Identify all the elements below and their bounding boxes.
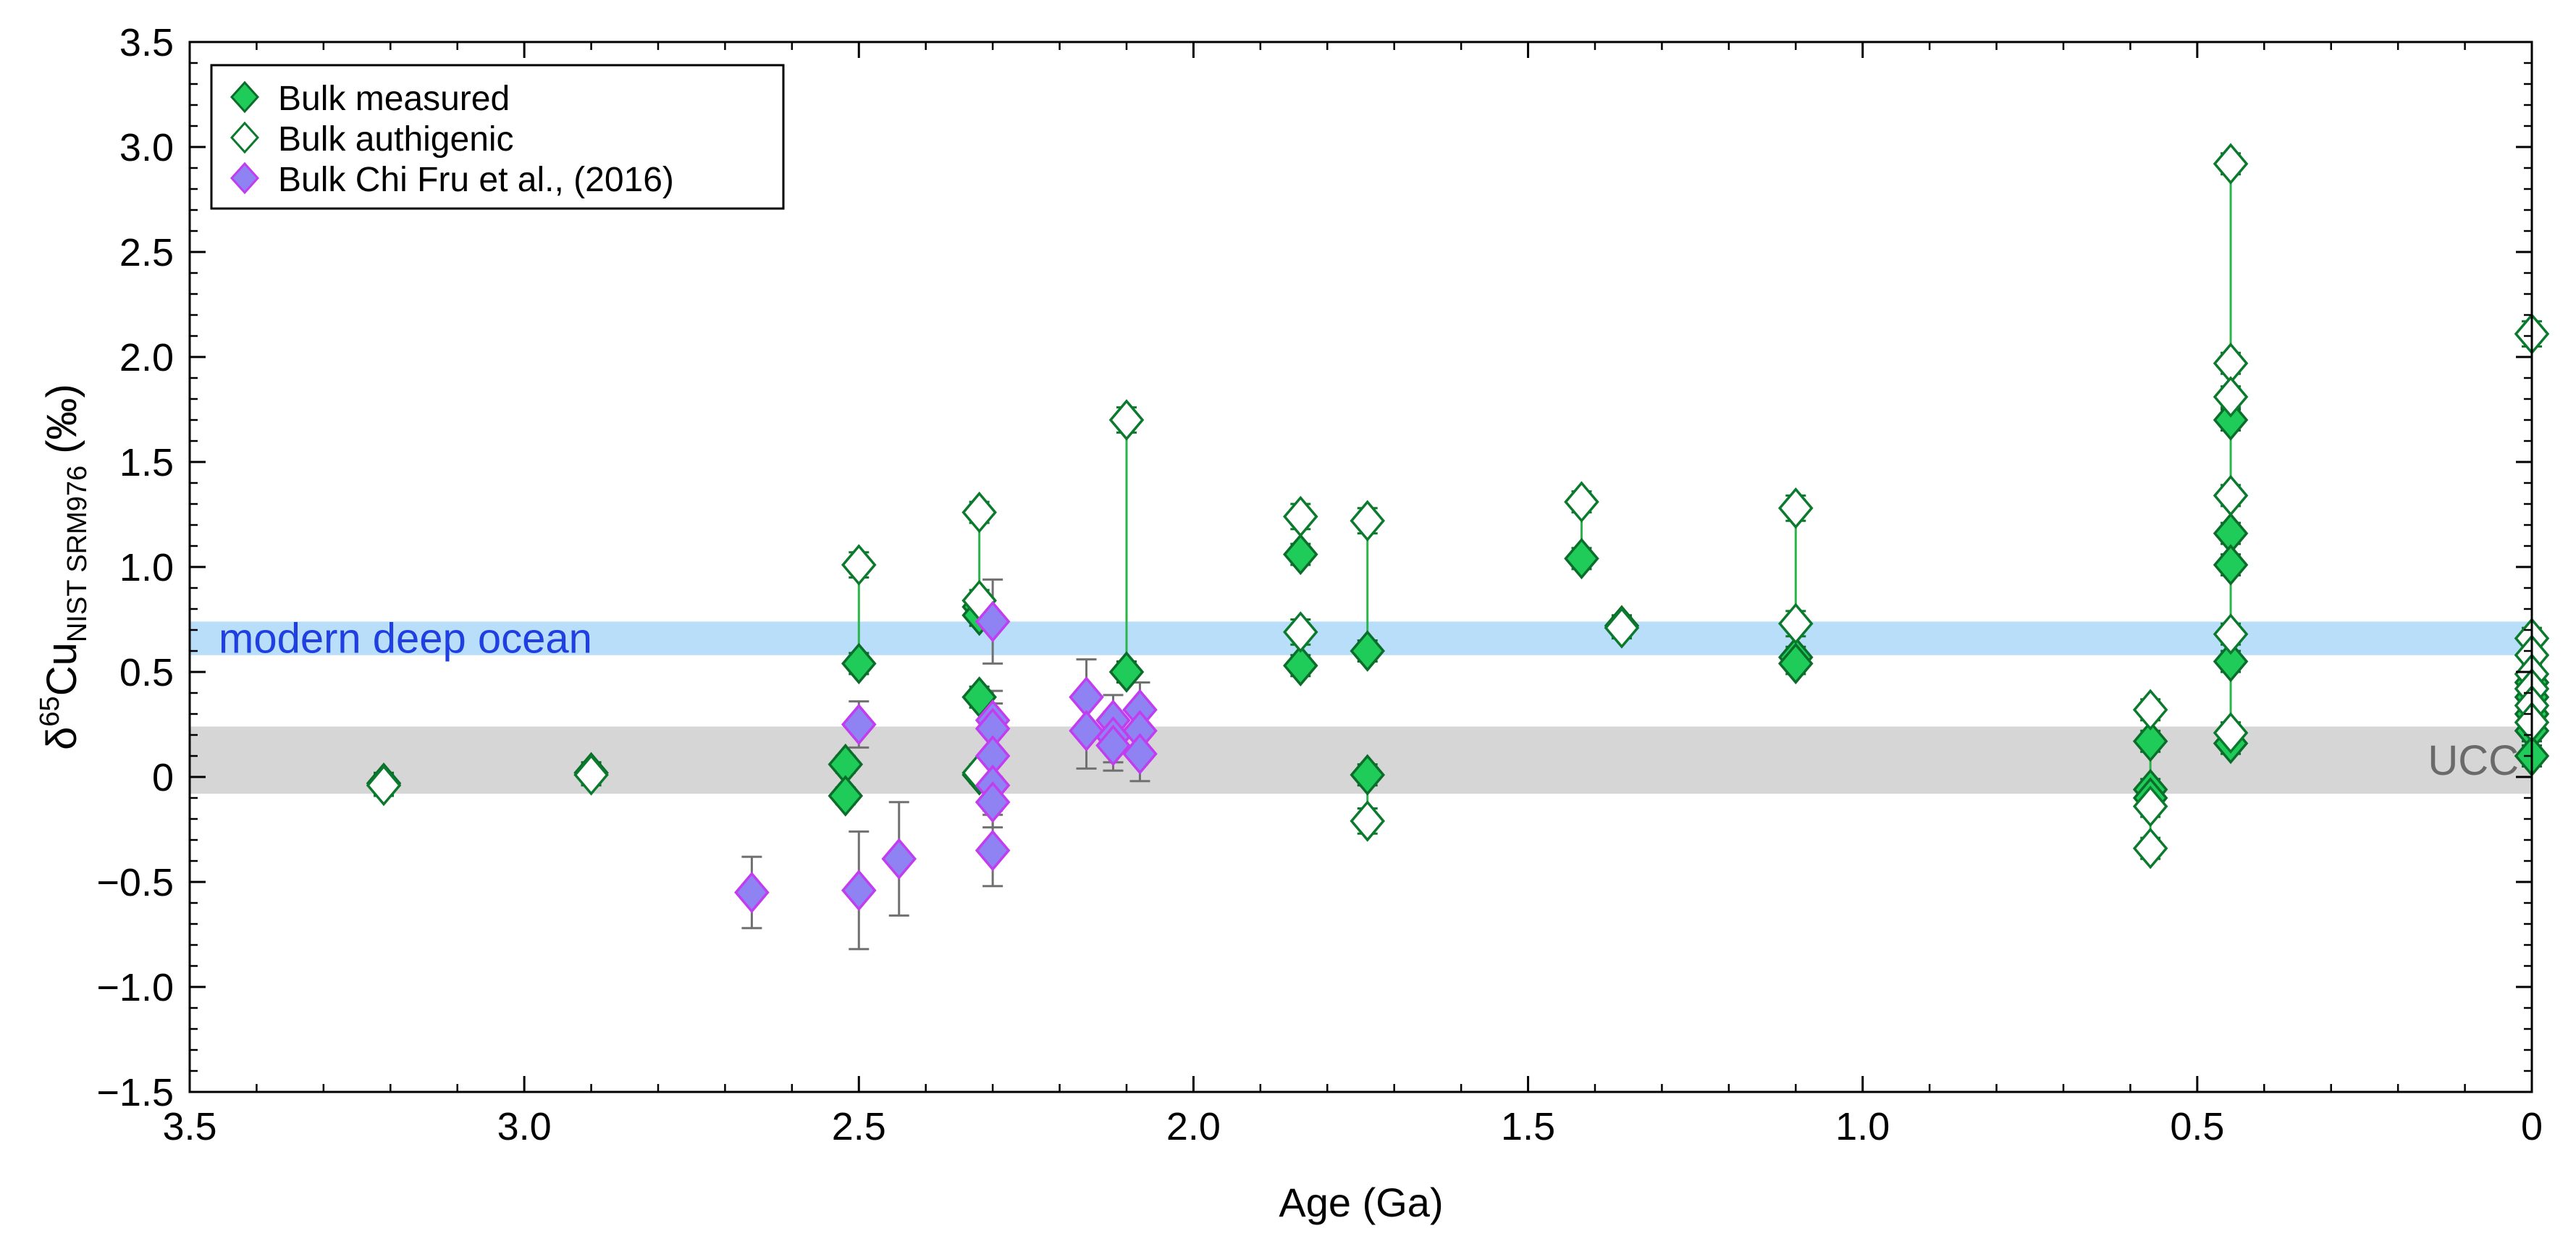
x-tick-label: 3.5 bbox=[162, 1105, 216, 1148]
y-tick-label: −1.5 bbox=[96, 1071, 174, 1114]
bulk-authigenic-marker bbox=[961, 491, 997, 534]
bulk-authigenic-marker bbox=[1283, 495, 1318, 538]
x-tick-label: 1.5 bbox=[1501, 1105, 1555, 1148]
bulk-measured-marker bbox=[2213, 399, 2249, 441]
y-tick-label: 0.5 bbox=[119, 651, 174, 694]
bulk-authigenic-marker bbox=[366, 764, 402, 807]
x-tick-label: 1.0 bbox=[1835, 1105, 1890, 1148]
data-markers bbox=[366, 143, 2550, 914]
y-label-prefix: δ bbox=[38, 727, 85, 750]
y-label-main: Cu bbox=[38, 642, 85, 696]
bulk-authigenic-marker bbox=[1350, 500, 1386, 542]
bulk-measured-marker bbox=[1350, 754, 1386, 796]
bulk-measured-marker bbox=[2213, 544, 2249, 586]
legend-item-bulk-chi-fru: Bulk Chi Fru et al., (2016) bbox=[230, 161, 674, 199]
bulk-measured-marker bbox=[1350, 630, 1386, 672]
x-tick-label: 0.5 bbox=[2170, 1105, 2224, 1148]
x-tick-label: 3.0 bbox=[497, 1105, 552, 1148]
bulk-chi-fru-et-al-2016-marker bbox=[841, 869, 877, 912]
bulk-authigenic-marker bbox=[2213, 613, 2249, 655]
legend-marker-bulk-authigenic bbox=[230, 121, 260, 154]
legend-item-bulk-measured: Bulk measured bbox=[230, 80, 510, 118]
bulk-chi-fru-et-al-2016-marker bbox=[975, 829, 1011, 872]
x-tick-label: 0 bbox=[2521, 1105, 2543, 1148]
y-tick-label: 1.0 bbox=[119, 546, 174, 589]
bulk-measured-marker bbox=[1777, 642, 1814, 685]
band-labels: modern deep ocean UCC bbox=[219, 615, 2519, 784]
bulk-measured-marker bbox=[2132, 720, 2168, 762]
y-tick-label: 0 bbox=[152, 756, 174, 799]
bulk-authigenic-marker bbox=[1108, 399, 1145, 441]
band-label-modern-deep-ocean: modern deep ocean bbox=[219, 615, 592, 663]
legend-label-bulk-authigenic: Bulk authigenic bbox=[278, 120, 514, 159]
error-bars bbox=[374, 152, 2542, 951]
legend-marker-bulk-chi-fru bbox=[230, 161, 260, 195]
bulk-authigenic-marker bbox=[1564, 481, 1599, 523]
y-label-sub: NIST SRM976 bbox=[62, 466, 93, 642]
y-tick-label: 1.5 bbox=[119, 441, 174, 484]
y-tick-label: 3.0 bbox=[119, 126, 174, 169]
bulk-authigenic-marker bbox=[1350, 800, 1386, 842]
bulk-chi-fru-et-al-2016-marker bbox=[841, 703, 877, 746]
x-axis-ticks: 3.5 3.0 2.5 2.0 1.5 1.0 0.5 0 bbox=[162, 42, 2543, 1148]
x-tick-label: 2.5 bbox=[832, 1105, 886, 1148]
bulk-measured-marker bbox=[1283, 644, 1318, 687]
bulk-authigenic-marker bbox=[2213, 376, 2249, 418]
legend-box bbox=[210, 64, 785, 210]
y-tick-label: 3.5 bbox=[119, 21, 174, 64]
legend: Bulk measured Bulk authigenic Bulk Chi F… bbox=[210, 64, 785, 210]
bulk-authigenic-marker bbox=[573, 754, 609, 796]
y-tick-label: 2.5 bbox=[119, 231, 174, 274]
bulk-authigenic-marker bbox=[2132, 827, 2168, 870]
bulk-authigenic-marker bbox=[1604, 607, 1640, 649]
legend-marker-bulk-measured bbox=[230, 80, 260, 114]
bulk-authigenic-marker bbox=[2213, 143, 2249, 185]
bulk-chi-fru-et-al-2016-marker bbox=[1069, 710, 1104, 752]
x-tick-label: 2.0 bbox=[1166, 1105, 1221, 1148]
bulk-measured-marker bbox=[841, 642, 877, 685]
bulk-chi-fru-et-al-2016-marker bbox=[881, 838, 917, 880]
bulk-authigenic-marker bbox=[2132, 689, 2168, 731]
y-label-suffix: (‰) bbox=[38, 384, 85, 466]
bulk-measured-marker bbox=[1564, 537, 1599, 580]
bulk-measured-marker bbox=[828, 775, 864, 817]
bulk-chi-fru-et-al-2016-marker bbox=[1095, 724, 1131, 767]
bulk-authigenic-marker bbox=[2213, 474, 2249, 517]
bulk-chi-fru-et-al-2016-marker bbox=[1122, 733, 1158, 775]
bulk-measured-marker bbox=[1108, 651, 1145, 693]
y-axis-label: δ65CuNIST SRM976 (‰) bbox=[35, 384, 93, 750]
band-label-ucc: UCC bbox=[2428, 737, 2519, 784]
bulk-measured-marker bbox=[1283, 533, 1318, 576]
y-tick-label: −1.0 bbox=[96, 966, 174, 1009]
bulk-authigenic-marker bbox=[1283, 611, 1318, 653]
bulk-authigenic-marker bbox=[2132, 785, 2168, 828]
y-label-sup: 65 bbox=[35, 696, 65, 726]
bulk-measured-marker bbox=[2213, 640, 2249, 683]
bulk-chi-fru-et-al-2016-marker bbox=[975, 600, 1011, 643]
y-axis-ticks: −1.5 −1.0 −0.5 0 0.5 1.0 1.5 2.0 2.5 3.0 3.5 bbox=[96, 21, 2532, 1114]
y-tick-label: −0.5 bbox=[96, 861, 174, 904]
x-axis-label: Age (Ga) bbox=[1279, 1180, 1443, 1225]
legend-item-bulk-authigenic: Bulk authigenic bbox=[230, 120, 514, 159]
bulk-authigenic-marker bbox=[1777, 487, 1814, 529]
bulk-chi-fru-et-al-2016-marker bbox=[975, 781, 1011, 823]
svg-text:δ65CuNIST SRM976 (‰): δ65CuNIST SRM976 (‰) bbox=[35, 384, 93, 750]
bulk-authigenic-marker bbox=[2213, 712, 2249, 754]
bulk-authigenic-marker bbox=[841, 544, 877, 586]
y-tick-label: 2.0 bbox=[119, 336, 174, 379]
legend-label-bulk-chi-fru: Bulk Chi Fru et al., (2016) bbox=[278, 161, 674, 199]
bulk-chi-fru-et-al-2016-marker bbox=[734, 871, 770, 914]
legend-label-bulk-measured: Bulk measured bbox=[278, 80, 510, 118]
bulk-authigenic-marker bbox=[1777, 602, 1814, 645]
